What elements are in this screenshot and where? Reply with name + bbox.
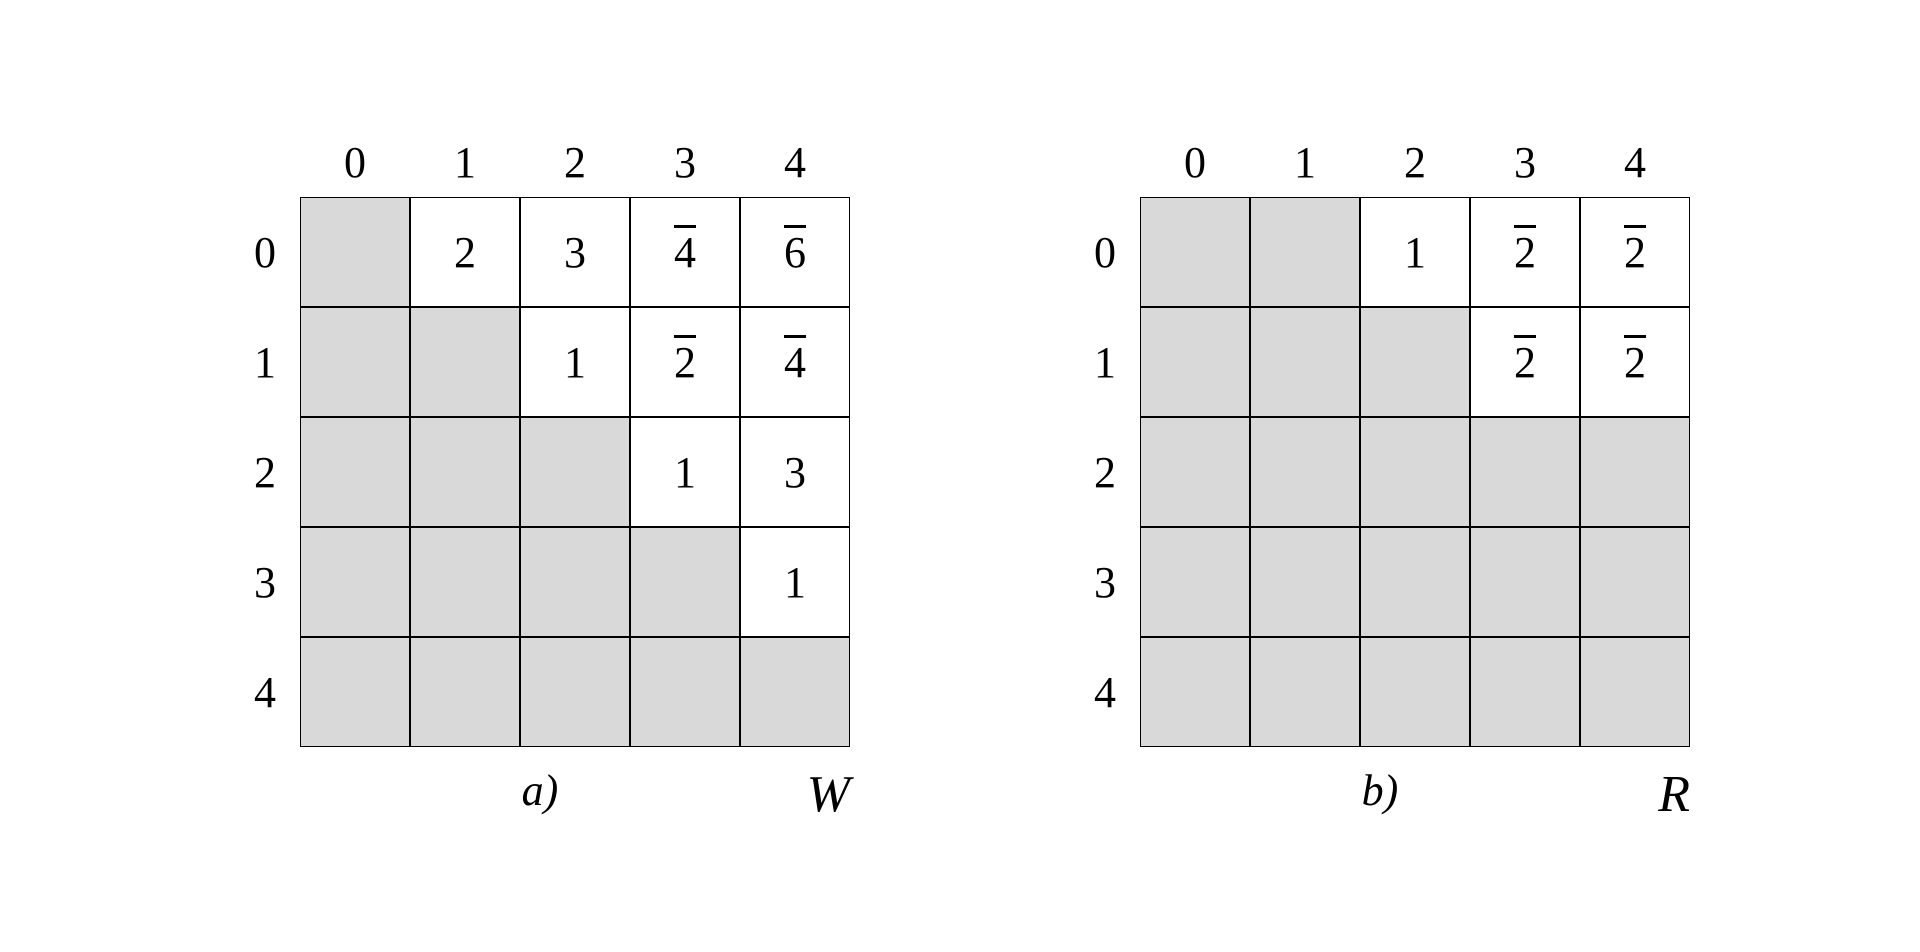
matrix-a-cell-4-2 xyxy=(520,637,630,747)
matrix-b-cell-1-0 xyxy=(1140,307,1250,417)
matrix-a-col-header-0: 0 xyxy=(300,127,410,197)
matrix-a-row-header-4: 4 xyxy=(230,637,300,747)
matrix-a-col-header-4: 4 xyxy=(740,127,850,197)
matrix-a-row-header-3: 3 xyxy=(230,527,300,637)
matrix-a-cell-value: 1 xyxy=(674,447,696,498)
matrix-a-cell-2-0 xyxy=(300,417,410,527)
matrix-b-row-header-1: 1 xyxy=(1070,307,1140,417)
matrix-b-cell-4-4 xyxy=(1580,637,1690,747)
matrix-a-block: 01234023461124213314 a) W xyxy=(230,127,850,825)
matrix-a-cell-2-3: 1 xyxy=(630,417,740,527)
matrix-a-cell-2-2 xyxy=(520,417,630,527)
matrix-b-cell-1-1 xyxy=(1250,307,1360,417)
matrix-a-cell-value: 4 xyxy=(784,337,806,388)
matrix-a-grid: 01234023461124213314 xyxy=(230,127,850,747)
matrix-a-corner xyxy=(230,127,300,197)
matrix-b-cell-0-0 xyxy=(1140,197,1250,307)
matrix-b-cell-value: 2 xyxy=(1514,227,1536,278)
matrix-a-caption-symbol: W xyxy=(807,765,850,824)
matrix-a-cell-2-1 xyxy=(410,417,520,527)
matrix-b-cell-2-2 xyxy=(1360,417,1470,527)
matrix-a-cell-value: 3 xyxy=(784,447,806,498)
matrix-b-col-header-2: 2 xyxy=(1360,127,1470,197)
matrix-a-cell-4-4 xyxy=(740,637,850,747)
matrix-a-cell-1-2: 1 xyxy=(520,307,630,417)
matrix-b-cell-2-1 xyxy=(1250,417,1360,527)
matrix-b-cell-4-1 xyxy=(1250,637,1360,747)
matrix-a-row-header-0: 0 xyxy=(230,197,300,307)
matrix-a-cell-0-0 xyxy=(300,197,410,307)
matrix-b-cell-4-0 xyxy=(1140,637,1250,747)
matrix-b-row-header-3: 3 xyxy=(1070,527,1140,637)
matrix-a-caption-label: a) xyxy=(522,765,559,816)
matrix-b-cell-3-2 xyxy=(1360,527,1470,637)
matrix-a-row-header-2: 2 xyxy=(230,417,300,527)
matrix-a-col-header-2: 2 xyxy=(520,127,630,197)
matrix-a-cell-1-1 xyxy=(410,307,520,417)
matrix-b-cell-0-1 xyxy=(1250,197,1360,307)
matrix-b-caption-label: b) xyxy=(1362,765,1399,816)
matrix-a-cell-0-4: 6 xyxy=(740,197,850,307)
matrix-a-cell-1-3: 2 xyxy=(630,307,740,417)
matrix-b-row-header-2: 2 xyxy=(1070,417,1140,527)
matrix-b-cell-3-0 xyxy=(1140,527,1250,637)
matrix-b-cell-0-3: 2 xyxy=(1470,197,1580,307)
matrix-a-cell-value: 2 xyxy=(454,227,476,278)
matrix-b-row-header-4: 4 xyxy=(1070,637,1140,747)
matrix-b-cell-value: 1 xyxy=(1404,227,1426,278)
matrix-b-block: 012340122122234 b) R xyxy=(1070,127,1690,825)
matrix-b-cell-3-4 xyxy=(1580,527,1690,637)
matrix-a-cell-0-2: 3 xyxy=(520,197,630,307)
matrix-b-col-header-0: 0 xyxy=(1140,127,1250,197)
matrix-a-row-header-1: 1 xyxy=(230,307,300,417)
matrix-b-cell-2-3 xyxy=(1470,417,1580,527)
matrix-a-col-header-3: 3 xyxy=(630,127,740,197)
matrix-b-row-header-0: 0 xyxy=(1070,197,1140,307)
matrices-container: 01234023461124213314 a) W 01234012212223… xyxy=(0,0,1920,952)
matrix-a-cell-0-1: 2 xyxy=(410,197,520,307)
matrix-b-caption-row: b) R xyxy=(1070,765,1690,825)
matrix-b-cell-3-1 xyxy=(1250,527,1360,637)
matrix-a-cell-4-1 xyxy=(410,637,520,747)
matrix-a-cell-value: 4 xyxy=(674,227,696,278)
matrix-a-cell-1-0 xyxy=(300,307,410,417)
matrix-a-cell-value: 1 xyxy=(784,557,806,608)
matrix-a-cell-3-3 xyxy=(630,527,740,637)
matrix-b-col-header-3: 3 xyxy=(1470,127,1580,197)
matrix-b-grid: 012340122122234 xyxy=(1070,127,1690,747)
matrix-a-cell-3-4: 1 xyxy=(740,527,850,637)
matrix-b-col-header-1: 1 xyxy=(1250,127,1360,197)
matrix-a-cell-3-0 xyxy=(300,527,410,637)
matrix-b-caption-symbol: R xyxy=(1658,765,1690,824)
matrix-a-caption-row: a) W xyxy=(230,765,850,825)
matrix-a-col-header-1: 1 xyxy=(410,127,520,197)
matrix-a-cell-4-0 xyxy=(300,637,410,747)
matrix-b-col-header-4: 4 xyxy=(1580,127,1690,197)
matrix-b-cell-0-2: 1 xyxy=(1360,197,1470,307)
matrix-b-cell-4-2 xyxy=(1360,637,1470,747)
matrix-b-cell-value: 2 xyxy=(1624,227,1646,278)
matrix-a-cell-value: 3 xyxy=(564,227,586,278)
matrix-b-cell-4-3 xyxy=(1470,637,1580,747)
matrix-a-cell-value: 2 xyxy=(674,337,696,388)
matrix-b-cell-1-4: 2 xyxy=(1580,307,1690,417)
matrix-b-cell-2-0 xyxy=(1140,417,1250,527)
matrix-a-cell-3-1 xyxy=(410,527,520,637)
matrix-b-cell-value: 2 xyxy=(1514,337,1536,388)
matrix-a-cell-3-2 xyxy=(520,527,630,637)
matrix-a-cell-value: 6 xyxy=(784,227,806,278)
matrix-a-cell-1-4: 4 xyxy=(740,307,850,417)
matrix-b-corner xyxy=(1070,127,1140,197)
matrix-b-cell-1-3: 2 xyxy=(1470,307,1580,417)
matrix-b-cell-0-4: 2 xyxy=(1580,197,1690,307)
matrix-b-cell-value: 2 xyxy=(1624,337,1646,388)
matrix-b-cell-3-3 xyxy=(1470,527,1580,637)
matrix-a-cell-value: 1 xyxy=(564,337,586,388)
matrix-a-cell-0-3: 4 xyxy=(630,197,740,307)
matrix-a-cell-4-3 xyxy=(630,637,740,747)
matrix-b-cell-1-2 xyxy=(1360,307,1470,417)
matrix-b-cell-2-4 xyxy=(1580,417,1690,527)
matrix-a-cell-2-4: 3 xyxy=(740,417,850,527)
